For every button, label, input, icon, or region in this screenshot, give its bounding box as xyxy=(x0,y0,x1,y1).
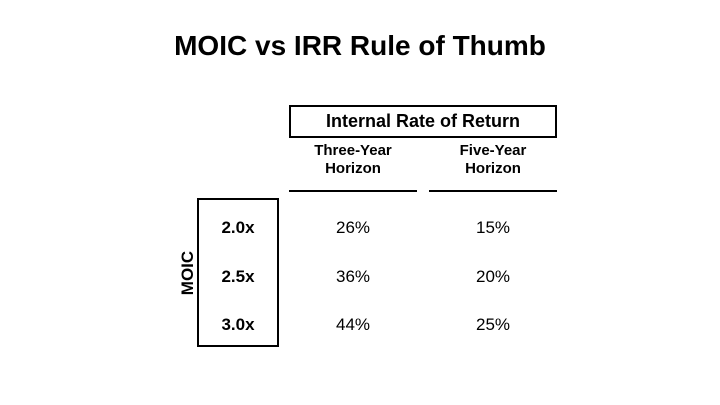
column-header-line-2: Horizon xyxy=(325,160,381,177)
irr-group-header-label: Internal Rate of Return xyxy=(325,111,521,131)
column-header-line-1: Three-Year xyxy=(314,142,392,159)
table-row: 2.5x 36% 20% xyxy=(0,262,720,292)
moic-value-cell: 2.5x xyxy=(221,267,255,286)
five-year-irr-cell: 20% xyxy=(475,267,511,286)
column-header-line-2: Horizon xyxy=(465,160,521,177)
three-year-irr-cell: 36% xyxy=(335,267,371,286)
three-year-irr-cell: 44% xyxy=(335,315,371,334)
irr-group-header-box: Internal Rate of Return xyxy=(289,105,557,138)
column-header-three-year-horizon: Three-Year Horizon xyxy=(289,142,417,192)
column-header-line-1: Five-Year xyxy=(459,142,527,159)
moic-rows-outline-box xyxy=(197,198,279,347)
table-row: 2.0x 26% 15% xyxy=(0,213,720,243)
five-year-irr-cell: 15% xyxy=(475,218,511,237)
slide-title: MOIC vs IRR Rule of Thumb xyxy=(174,30,546,61)
five-year-irr-cell: 25% xyxy=(475,315,511,334)
column-header-five-year-horizon: Five-Year Horizon xyxy=(429,142,557,192)
three-year-irr-cell: 26% xyxy=(335,218,371,237)
table-row: 3.0x 44% 25% xyxy=(0,310,720,340)
moic-value-cell: 3.0x xyxy=(221,315,255,334)
moic-value-cell: 2.0x xyxy=(221,218,255,237)
